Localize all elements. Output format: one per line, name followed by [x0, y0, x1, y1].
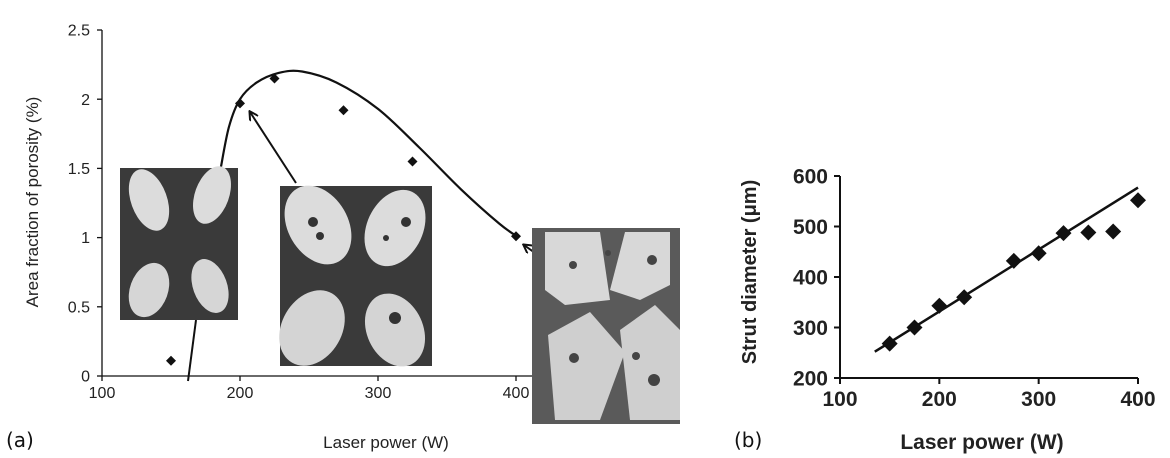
- panel-b-data-point: [906, 319, 923, 336]
- panel-a-y-tick-label: 0.5: [68, 299, 90, 316]
- panel-b-data-point: [1055, 225, 1072, 242]
- panel-b-y-tick-label: 400: [793, 266, 828, 289]
- panel-a-x-tick-label: 200: [227, 385, 254, 402]
- panel-a-label: (a): [6, 428, 34, 452]
- arrow-to-150w-inset: [187, 319, 197, 382]
- micrograph-200w-inset: [279, 185, 432, 367]
- panel-b-y-tick-label: 600: [793, 165, 828, 188]
- panel-a-y-tick-label: 0: [81, 369, 90, 386]
- panel-a-data-points: [166, 73, 521, 366]
- panel-b-data-point: [1030, 245, 1047, 262]
- panel-a-data-point: [407, 156, 418, 167]
- panel-a-y-tick-label: 2: [81, 92, 90, 109]
- panel-b-data-point: [1130, 192, 1146, 209]
- panel-a-x-tick-label: 300: [365, 385, 392, 402]
- panel-a-data-point: [269, 73, 280, 84]
- panel-a-data-point: [338, 105, 349, 116]
- panel-b-data-point: [931, 297, 948, 314]
- panel-b-y-tick-label: 300: [793, 317, 828, 340]
- panel-b-y-tick-label: 500: [793, 216, 828, 239]
- panel-a-data-point: [166, 355, 176, 366]
- panel-b-label: (b): [734, 428, 762, 452]
- panel-b-data-point: [881, 335, 898, 352]
- panel-a-data-point: [235, 98, 245, 109]
- panel-b-y-axis-label: Strut diameter (μm): [739, 180, 761, 364]
- panel-b-y-tick-label: 200: [793, 367, 828, 390]
- panel-a-x-tick-label: 400: [503, 385, 530, 402]
- micrograph-400w-inset: [532, 228, 680, 424]
- panel-a-tick-labels: 10020030040050000.511.522.5: [68, 23, 668, 402]
- panel-b-data-point: [1080, 224, 1097, 241]
- panel-a-y-tick-label: 2.5: [68, 23, 90, 40]
- panel-a-y-axis-label: Area fraction of porosity (%): [23, 97, 42, 308]
- panel-b-data-point: [1105, 223, 1122, 240]
- panel-a-chart: 10020030040050000.511.522.5 Laser power …: [6, 23, 680, 452]
- panel-b-x-tick-label: 100: [822, 388, 857, 411]
- panel-a-y-tick-label: 1: [81, 230, 90, 247]
- arrow-to-200w-point: [250, 112, 297, 184]
- panel-a-data-point: [511, 231, 521, 242]
- panel-b-x-tick-label: 300: [1021, 388, 1056, 411]
- panel-b-data-points: [881, 192, 1146, 352]
- panel-b-axes: [834, 175, 1139, 384]
- panel-b-x-tick-label: 400: [1120, 388, 1155, 411]
- panel-b-data-point: [956, 289, 973, 306]
- panel-b-x-axis-label: Laser power (W): [900, 431, 1063, 454]
- panel-a-x-tick-label: 100: [89, 385, 116, 402]
- panel-b-x-tick-label: 200: [922, 388, 957, 411]
- panel-a-x-axis-label: Laser power (W): [323, 433, 449, 452]
- micrograph-150w-inset: [120, 166, 238, 320]
- panel-b-data-point: [1005, 252, 1022, 269]
- panel-a-y-tick-label: 1.5: [68, 161, 90, 178]
